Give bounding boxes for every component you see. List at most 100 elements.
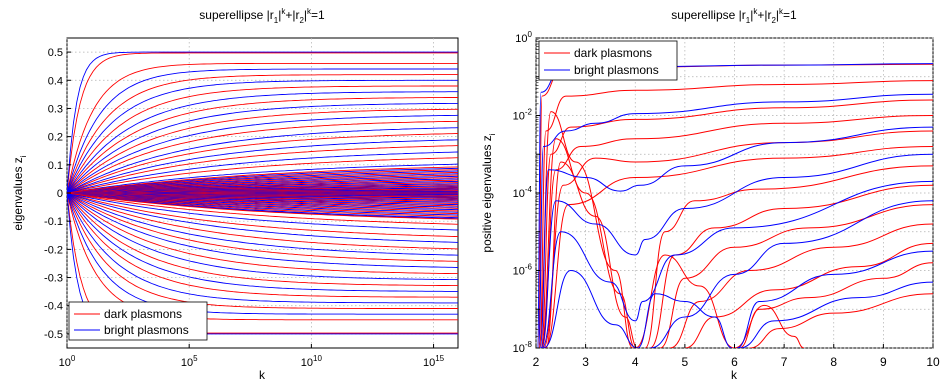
left-series-curve bbox=[67, 102, 458, 194]
left-xtick-label: 100 bbox=[59, 354, 76, 369]
right-xtick-label: 5 bbox=[682, 355, 689, 369]
left-series-curve bbox=[67, 192, 458, 281]
right-legend: dark plasmons bright plasmons bbox=[538, 40, 678, 81]
left-series-curve bbox=[67, 52, 458, 194]
right-series-curve bbox=[541, 115, 933, 348]
right-legend-box bbox=[538, 40, 678, 81]
left-ytick-label: -0.5 bbox=[44, 329, 63, 341]
left-series-curve bbox=[67, 114, 458, 194]
left-series-curve bbox=[67, 145, 458, 194]
left-series-curve bbox=[67, 157, 458, 194]
right-xlabel: k bbox=[731, 368, 738, 381]
right-ytick-label: 10-8 bbox=[513, 340, 533, 355]
left-dense-curve bbox=[67, 192, 458, 216]
left-dense-curve bbox=[67, 192, 458, 211]
left-series-curve bbox=[67, 108, 458, 194]
right-xtick-label: 10 bbox=[926, 355, 940, 369]
left-dense-curve bbox=[67, 192, 458, 219]
right-series-curve bbox=[543, 269, 638, 348]
right-series-curve bbox=[650, 200, 933, 348]
left-ytick-label: 0.5 bbox=[48, 47, 63, 59]
left-series-curve bbox=[67, 192, 458, 298]
left-series-curve bbox=[67, 120, 458, 194]
left-legend-box bbox=[68, 301, 208, 341]
right-ticks: 2 3 4 5 6 7 8 9 10 100 10-2 10-4 10-6 10-8 bbox=[513, 30, 940, 369]
left-series-curve bbox=[67, 139, 458, 194]
right-series-curve bbox=[669, 223, 933, 348]
right-series-curve bbox=[544, 146, 933, 348]
left-series-curve bbox=[67, 192, 458, 243]
left-curves bbox=[67, 51, 458, 335]
right-series-curve bbox=[539, 126, 933, 348]
left-series-curve bbox=[67, 192, 458, 268]
right-xtick-label: 8 bbox=[830, 355, 837, 369]
left-series-curve bbox=[67, 74, 458, 194]
left-panel: 100 105 1010 1015 0.5 0.4 0.3 0.2 0.1 0 -0.1 -0.2 -0… bbox=[11, 7, 459, 381]
left-legend: dark plasmons bright plasmons bbox=[68, 301, 208, 341]
right-series-curve bbox=[540, 138, 636, 348]
right-series-curve bbox=[734, 304, 805, 348]
left-dense-curve bbox=[67, 192, 458, 215]
right-panel: 2 3 4 5 6 7 8 9 10 100 10-2 10-4 10-6 10-8 superellip… bbox=[480, 7, 940, 381]
right-series-curve bbox=[542, 130, 933, 348]
left-series-curve bbox=[67, 62, 458, 194]
left-dense-curve bbox=[67, 169, 458, 194]
right-ylabel: positive eigenvalues zi bbox=[480, 133, 497, 252]
left-dense-curve bbox=[67, 192, 458, 220]
left-xtick-label: 1015 bbox=[423, 354, 445, 369]
left-ytick-label: 0 bbox=[57, 188, 63, 200]
left-series-curve bbox=[67, 127, 458, 194]
left-dense-curve bbox=[67, 170, 458, 194]
left-series-curve bbox=[67, 97, 458, 194]
left-dense-curve bbox=[67, 167, 458, 194]
left-series-curve bbox=[67, 51, 458, 194]
right-series-curve bbox=[649, 184, 933, 348]
left-xtick-label: 105 bbox=[181, 354, 198, 369]
left-series-curve bbox=[67, 192, 458, 225]
right-xtick-label: 2 bbox=[533, 355, 540, 369]
right-legend-dark-label: dark plasmons bbox=[574, 46, 652, 60]
left-ytick-label: -0.1 bbox=[44, 216, 63, 228]
right-series-curve bbox=[541, 180, 933, 348]
right-series-curve bbox=[739, 281, 933, 348]
right-series-curve bbox=[540, 99, 933, 348]
left-series-curve bbox=[67, 192, 458, 256]
left-dense-curve bbox=[67, 175, 458, 194]
left-dense-curve bbox=[67, 192, 458, 212]
left-dense-curve bbox=[67, 166, 458, 194]
left-series-curve bbox=[67, 192, 458, 292]
left-ytick-label: -0.3 bbox=[44, 273, 63, 285]
left-ytick-label: 0.4 bbox=[48, 75, 63, 87]
left-series-curve bbox=[67, 68, 458, 194]
right-series-curve bbox=[538, 93, 933, 348]
left-series-curve bbox=[67, 192, 458, 250]
left-dense-curve bbox=[67, 171, 458, 194]
right-xtick-label: 4 bbox=[632, 355, 639, 369]
left-dense-curve bbox=[67, 192, 458, 217]
right-series-curve bbox=[749, 293, 933, 348]
left-title: superellipse |r1|k+|r2|k=1 bbox=[199, 7, 325, 25]
right-series-curve bbox=[736, 250, 933, 348]
right-series-curve bbox=[637, 293, 733, 348]
right-series-curve bbox=[545, 161, 638, 348]
left-series-curve bbox=[67, 133, 458, 194]
left-series-curve bbox=[67, 192, 458, 287]
left-legend-dark-label: dark plasmons bbox=[104, 307, 182, 321]
right-ytick-label: 100 bbox=[515, 30, 532, 45]
right-xtick-label: 6 bbox=[731, 355, 738, 369]
left-xtick-label: 1010 bbox=[301, 354, 323, 369]
left-ytick-label: 0.1 bbox=[48, 160, 63, 172]
left-dense-curve bbox=[67, 174, 458, 194]
right-series-curve bbox=[540, 153, 933, 348]
right-ytick-label: 10-4 bbox=[513, 185, 533, 200]
left-ytick-label: 0.3 bbox=[48, 103, 63, 115]
left-ylabel: eigenvalues zi bbox=[11, 155, 28, 230]
right-xtick-label: 9 bbox=[880, 355, 887, 369]
left-ytick-label: -0.2 bbox=[44, 244, 63, 256]
right-title: superellipse |r1|k+|r2|k=1 bbox=[671, 7, 797, 25]
left-ytick-label: 0.2 bbox=[48, 132, 63, 144]
left-ticks: 100 105 1010 1015 0.5 0.4 0.3 0.2 0.1 0 -0.1 -0.2 -0… bbox=[44, 47, 445, 369]
left-series-curve bbox=[67, 192, 458, 309]
left-series-curve bbox=[67, 192, 458, 275]
